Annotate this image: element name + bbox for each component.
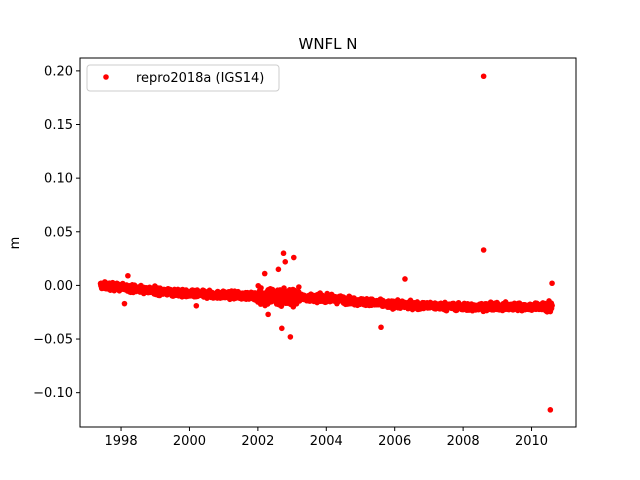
x-tick-label: 2000 [173,434,206,449]
data-point [125,272,131,279]
data-point [549,280,555,287]
ticks-layer: 1998 2000 2002 2004 2006 2008 2010 −0.10 −0.05 0.… [33,64,548,449]
y-tick-label: 0.00 [44,279,73,294]
data-point [402,276,408,282]
x-tick-label: 1998 [105,434,138,449]
y-tick-label: 0.15 [44,118,73,133]
chart-title: WNFL N [298,35,357,53]
x-tick-label: 2006 [378,434,411,449]
data-point [296,284,302,290]
title-layer: WNFL N [298,35,357,53]
legend-marker [103,74,109,80]
data-point [121,300,128,307]
data-point [282,259,289,265]
plot-frame [79,57,577,428]
data-point [480,247,487,253]
y-tick-label: 0.20 [44,64,73,79]
y-tick-label: −0.10 [33,386,73,401]
y-tick-label: 0.10 [44,172,73,187]
data-point [279,325,285,332]
points-layer [97,73,555,413]
data-point [287,334,294,340]
data-point [278,303,285,309]
x-tick-label: 2004 [310,434,343,449]
data-point [261,270,268,277]
x-tick-label: 2010 [515,434,548,449]
data-point [290,254,297,261]
x-tick-label: 2002 [241,434,274,449]
y-tick-label: −0.05 [33,333,73,348]
data-point [275,266,282,273]
data-point [378,324,384,331]
data-point [547,407,554,413]
ylabel-layer: m [8,237,23,250]
data-point [258,285,264,291]
y-tick-label: 0.05 [44,225,73,240]
legend-box [86,64,280,92]
x-tick-label: 2008 [447,434,480,449]
legend: repro2018a (IGS14) [86,64,280,92]
data-point [480,73,487,80]
legend-entry-label: repro2018a (IGS14) [136,71,264,86]
data-point [265,311,271,318]
y-axis-label: m [8,237,23,250]
data-point [193,302,200,309]
data-point [280,250,287,257]
data-point [549,302,555,309]
